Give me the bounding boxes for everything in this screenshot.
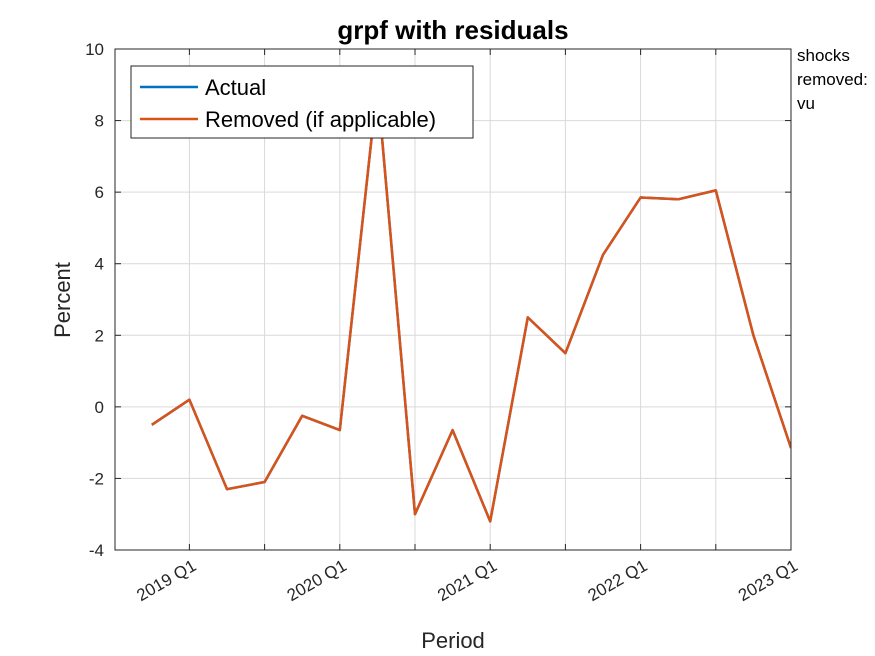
side-annotation: shocks removed: vu — [797, 46, 868, 113]
y-tick-label: 4 — [95, 255, 104, 274]
y-tick-label: 10 — [85, 40, 104, 59]
series-group — [151, 83, 791, 523]
y-tick-label: -4 — [89, 541, 104, 560]
legend: Actual Removed (if applicable) — [130, 65, 474, 139]
x-axis-label: Period — [421, 628, 485, 653]
y-tick-label: 2 — [95, 326, 104, 345]
legend-box — [130, 65, 474, 139]
y-tick-label: 6 — [95, 183, 104, 202]
y-tick-label: 8 — [95, 112, 104, 131]
annotation-line-2: removed: — [797, 70, 868, 89]
y-tick-label: -2 — [89, 469, 104, 488]
series-line-removed — [151, 83, 791, 523]
legend-label-actual: Actual — [205, 75, 266, 100]
y-axis-label: Percent — [50, 262, 75, 338]
grid-lines — [115, 49, 791, 550]
y-tick-label: 0 — [95, 398, 104, 417]
legend-label-removed: Removed (if applicable) — [205, 107, 436, 132]
annotation-line-1: shocks — [797, 46, 850, 65]
plot-frame — [114, 48, 792, 551]
annotation-line-3: vu — [797, 94, 815, 113]
chart-title: grpf with residuals — [337, 15, 568, 45]
